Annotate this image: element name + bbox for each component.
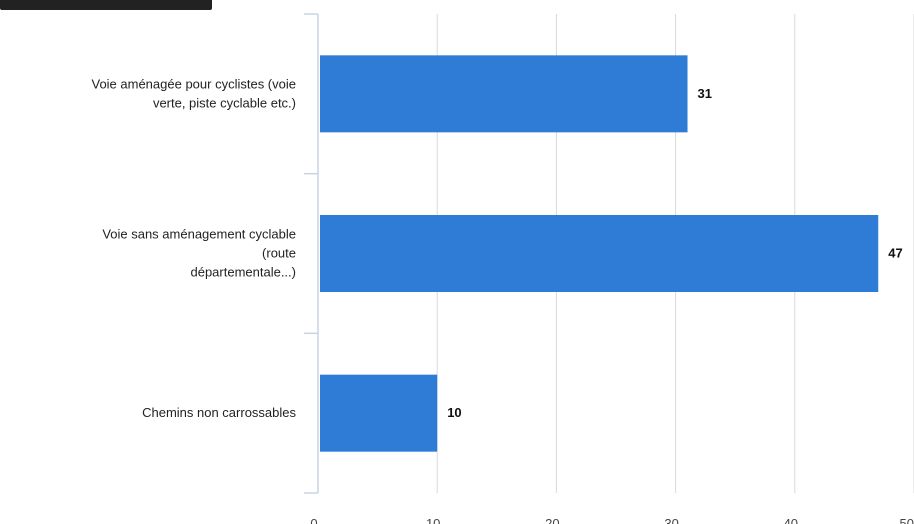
data-label-1: 31: [698, 86, 712, 101]
category-label-line: départementale...): [190, 265, 296, 280]
data-labels: 31 47 10: [447, 86, 903, 420]
bar-1: [320, 55, 688, 133]
x-tick-label-40: 40: [784, 516, 798, 524]
category-label-line: verte, piste cyclable etc.): [153, 95, 296, 110]
category-axis: [304, 13, 319, 494]
category-label-2: Voie sans aménagement cyclable (route dépa…: [102, 227, 296, 280]
x-tick-labels: 0 10 20 30 40 50: [310, 516, 914, 524]
bars-group: [320, 55, 879, 452]
x-tick-label-0: 0: [310, 516, 317, 524]
bar-2: [320, 215, 879, 292]
category-label-line: Voie sans aménagement cyclable: [102, 227, 296, 242]
category-label-line: Chemins non carrossables: [142, 405, 296, 420]
category-label-line: Voie aménagée pour cyclistes (voie: [91, 76, 296, 91]
cropped-chart-title: [0, 0, 212, 10]
category-label-3: Chemins non carrossables: [142, 405, 296, 420]
category-label-line: (route: [262, 246, 296, 261]
category-label-1: Voie aménagée pour cyclistes (voie verte,…: [91, 76, 296, 110]
x-tick-label-50: 50: [900, 516, 914, 524]
category-labels: Voie aménagée pour cyclistes (voie verte,…: [91, 76, 296, 420]
data-label-3: 10: [447, 405, 461, 420]
bar-3: [320, 374, 438, 452]
data-label-2: 47: [888, 246, 902, 261]
x-tick-label-30: 30: [664, 516, 678, 524]
x-tick-label-10: 10: [426, 516, 440, 524]
x-tick-label-20: 20: [545, 516, 559, 524]
